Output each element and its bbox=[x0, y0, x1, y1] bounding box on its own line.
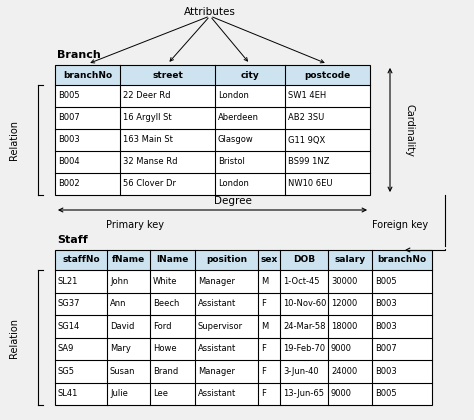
Text: NW10 6EU: NW10 6EU bbox=[288, 179, 332, 189]
Text: M: M bbox=[261, 277, 268, 286]
Text: B003: B003 bbox=[375, 322, 397, 331]
Text: branchNo: branchNo bbox=[377, 255, 427, 265]
Text: salary: salary bbox=[335, 255, 365, 265]
Text: Branch: Branch bbox=[57, 50, 101, 60]
Text: London: London bbox=[218, 92, 249, 100]
Text: SG5: SG5 bbox=[58, 367, 75, 376]
Text: AB2 3SU: AB2 3SU bbox=[288, 113, 324, 123]
Text: 32 Manse Rd: 32 Manse Rd bbox=[123, 158, 177, 166]
Text: sex: sex bbox=[260, 255, 278, 265]
Text: 3-Jun-40: 3-Jun-40 bbox=[283, 367, 319, 376]
Text: Ann: Ann bbox=[110, 299, 127, 308]
Text: postcode: postcode bbox=[304, 71, 351, 79]
Text: 24000: 24000 bbox=[331, 367, 357, 376]
Text: fName: fName bbox=[112, 255, 145, 265]
Text: 9000: 9000 bbox=[331, 389, 352, 398]
Text: M: M bbox=[261, 322, 268, 331]
Text: 13-Jun-65: 13-Jun-65 bbox=[283, 389, 324, 398]
Text: B003: B003 bbox=[375, 367, 397, 376]
Text: 18000: 18000 bbox=[331, 322, 357, 331]
Text: F: F bbox=[261, 344, 266, 353]
Text: Assistant: Assistant bbox=[198, 344, 236, 353]
Text: F: F bbox=[261, 299, 266, 308]
Text: Degree: Degree bbox=[214, 196, 251, 206]
Text: 19-Feb-70: 19-Feb-70 bbox=[283, 344, 325, 353]
Text: SL41: SL41 bbox=[58, 389, 78, 398]
Text: DOB: DOB bbox=[293, 255, 315, 265]
Text: 22 Deer Rd: 22 Deer Rd bbox=[123, 92, 171, 100]
Text: London: London bbox=[218, 179, 249, 189]
Text: 12000: 12000 bbox=[331, 299, 357, 308]
Text: F: F bbox=[261, 367, 266, 376]
Text: Lee: Lee bbox=[153, 389, 168, 398]
Text: staffNo: staffNo bbox=[62, 255, 100, 265]
Text: Relation: Relation bbox=[9, 318, 19, 357]
Text: Manager: Manager bbox=[198, 367, 235, 376]
Text: SG14: SG14 bbox=[58, 322, 80, 331]
Text: city: city bbox=[241, 71, 259, 79]
Text: Bristol: Bristol bbox=[218, 158, 245, 166]
Text: White: White bbox=[153, 277, 177, 286]
Bar bbox=[55, 65, 370, 195]
Text: SW1 4EH: SW1 4EH bbox=[288, 92, 326, 100]
Bar bbox=[55, 65, 370, 85]
Text: B002: B002 bbox=[58, 179, 80, 189]
Text: Staff: Staff bbox=[57, 235, 88, 245]
Text: B005: B005 bbox=[375, 389, 397, 398]
Text: Assistant: Assistant bbox=[198, 299, 236, 308]
Text: F: F bbox=[261, 389, 266, 398]
Text: 163 Main St: 163 Main St bbox=[123, 136, 173, 144]
Text: Attributes: Attributes bbox=[184, 7, 236, 17]
Text: Assistant: Assistant bbox=[198, 389, 236, 398]
Text: Susan: Susan bbox=[110, 367, 136, 376]
Text: lName: lName bbox=[156, 255, 189, 265]
Text: Howe: Howe bbox=[153, 344, 177, 353]
Text: John: John bbox=[110, 277, 128, 286]
Text: 9000: 9000 bbox=[331, 344, 352, 353]
Text: 30000: 30000 bbox=[331, 277, 357, 286]
Text: B003: B003 bbox=[375, 299, 397, 308]
Text: B005: B005 bbox=[58, 92, 80, 100]
Text: position: position bbox=[206, 255, 247, 265]
Text: B004: B004 bbox=[58, 158, 80, 166]
Text: Aberdeen: Aberdeen bbox=[218, 113, 259, 123]
Text: street: street bbox=[152, 71, 183, 79]
Text: 24-Mar-58: 24-Mar-58 bbox=[283, 322, 326, 331]
Text: Mary: Mary bbox=[110, 344, 131, 353]
Text: David: David bbox=[110, 322, 134, 331]
Text: B007: B007 bbox=[375, 344, 397, 353]
Text: B005: B005 bbox=[375, 277, 397, 286]
Text: Brand: Brand bbox=[153, 367, 178, 376]
Text: Ford: Ford bbox=[153, 322, 172, 331]
Text: Manager: Manager bbox=[198, 277, 235, 286]
Text: branchNo: branchNo bbox=[63, 71, 112, 79]
Bar bbox=[55, 85, 370, 195]
Text: Supervisor: Supervisor bbox=[198, 322, 243, 331]
Text: Primary key: Primary key bbox=[106, 220, 164, 230]
Text: B007: B007 bbox=[58, 113, 80, 123]
Text: G11 9QX: G11 9QX bbox=[288, 136, 325, 144]
Text: 56 Clover Dr: 56 Clover Dr bbox=[123, 179, 176, 189]
Text: SA9: SA9 bbox=[58, 344, 74, 353]
Text: 1-Oct-45: 1-Oct-45 bbox=[283, 277, 319, 286]
Text: B003: B003 bbox=[58, 136, 80, 144]
Text: 16 Argyll St: 16 Argyll St bbox=[123, 113, 172, 123]
Text: Julie: Julie bbox=[110, 389, 128, 398]
Bar bbox=[55, 270, 432, 405]
Text: BS99 1NZ: BS99 1NZ bbox=[288, 158, 329, 166]
Text: Glasgow: Glasgow bbox=[218, 136, 254, 144]
Bar bbox=[55, 250, 432, 405]
Text: Foreign key: Foreign key bbox=[372, 220, 428, 230]
Text: Beech: Beech bbox=[153, 299, 179, 308]
Text: Relation: Relation bbox=[9, 120, 19, 160]
Text: SG37: SG37 bbox=[58, 299, 81, 308]
Text: SL21: SL21 bbox=[58, 277, 78, 286]
Text: Cardinality: Cardinality bbox=[405, 104, 415, 156]
Bar bbox=[55, 250, 432, 270]
Text: 10-Nov-60: 10-Nov-60 bbox=[283, 299, 327, 308]
